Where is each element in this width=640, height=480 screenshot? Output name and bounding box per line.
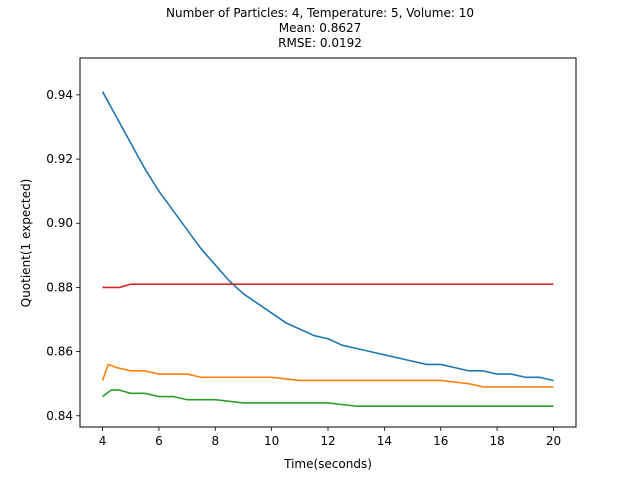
y-tick-label: 0.92 bbox=[46, 152, 73, 166]
chart-title-line-1: Number of Particles: 4, Temperature: 5, … bbox=[166, 6, 474, 20]
series-group bbox=[101, 91, 554, 407]
x-tick-label: 16 bbox=[433, 434, 448, 448]
x-tick-label: 10 bbox=[264, 434, 279, 448]
chart-title-line-2: Mean: 0.8627 bbox=[279, 21, 362, 35]
y-axis-ticks: 0.84 0.86 0.88 0.90 0.92 0.94 bbox=[46, 88, 80, 423]
series-line-1 bbox=[101, 91, 554, 382]
x-axis-ticks: 4 6 8 10 12 14 16 18 20 bbox=[99, 427, 561, 448]
x-axis-label: Time(seconds) bbox=[283, 457, 372, 471]
x-tick-label: 20 bbox=[546, 434, 561, 448]
x-tick-label: 12 bbox=[320, 434, 335, 448]
chart-title-line-3: RMSE: 0.0192 bbox=[278, 36, 362, 50]
y-tick-label: 0.86 bbox=[46, 345, 73, 359]
x-tick-label: 14 bbox=[377, 434, 392, 448]
y-tick-label: 0.84 bbox=[46, 409, 73, 423]
series-line-2 bbox=[101, 363, 554, 388]
chart-title: Number of Particles: 4, Temperature: 5, … bbox=[166, 6, 474, 50]
series-line-4 bbox=[102, 283, 554, 289]
y-axis-label: Quotient(1 expected) bbox=[19, 179, 33, 308]
x-tick-label: 4 bbox=[99, 434, 107, 448]
y-tick-label: 0.88 bbox=[46, 280, 73, 294]
x-tick-label: 6 bbox=[155, 434, 163, 448]
y-tick-label: 0.90 bbox=[46, 216, 73, 230]
x-tick-label: 8 bbox=[211, 434, 219, 448]
series-line-3 bbox=[102, 389, 554, 407]
plot-area-frame bbox=[79, 57, 577, 428]
x-tick-label: 18 bbox=[489, 434, 504, 448]
y-tick-label: 0.94 bbox=[46, 88, 73, 102]
